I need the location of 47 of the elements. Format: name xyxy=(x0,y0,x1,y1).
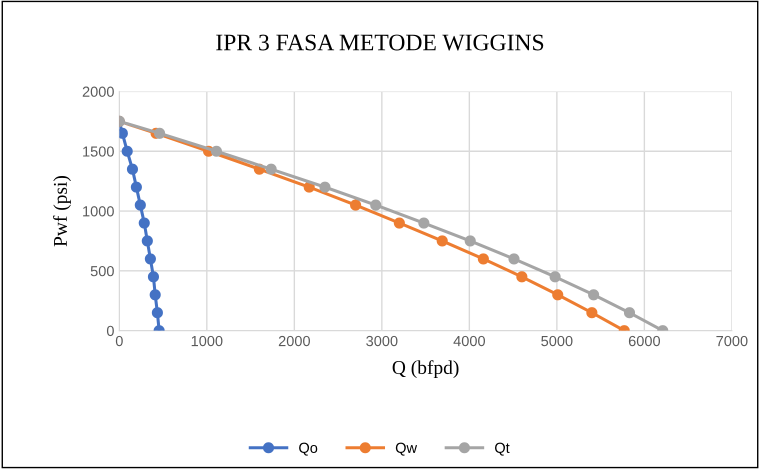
point xyxy=(130,182,142,193)
point xyxy=(152,307,163,318)
point xyxy=(624,307,636,318)
y-tick-label: 0 xyxy=(106,326,114,336)
point xyxy=(148,271,160,282)
point xyxy=(552,289,564,300)
x-tick-label: 0 xyxy=(116,336,123,346)
y-tick-label: 500 xyxy=(90,266,114,276)
point xyxy=(134,200,146,211)
point xyxy=(210,146,222,157)
x-tick-label: 1000 xyxy=(192,336,222,346)
point xyxy=(550,271,561,282)
point xyxy=(436,235,448,247)
point xyxy=(370,200,382,211)
x-tick-label: 7000 xyxy=(716,336,748,346)
x-tick-label: 4000 xyxy=(453,336,486,346)
point xyxy=(586,307,598,318)
point xyxy=(418,217,430,229)
legend-label: Qo xyxy=(299,442,318,456)
point xyxy=(126,164,138,175)
x-tick-label: 3000 xyxy=(366,336,398,346)
point xyxy=(150,289,161,300)
point xyxy=(516,271,528,282)
y-tick-label: 1500 xyxy=(83,146,114,157)
point xyxy=(154,128,166,139)
point xyxy=(144,253,156,264)
point xyxy=(508,253,520,264)
point xyxy=(464,235,476,247)
x-tick-label: 5000 xyxy=(541,336,573,346)
point xyxy=(122,146,133,157)
chart-title: IPR 3 FASA METODE WIGGINS xyxy=(216,34,544,51)
point xyxy=(350,200,362,211)
x-tick-label: 6000 xyxy=(628,336,660,346)
point xyxy=(394,217,405,229)
x-axis-title: Q (bfpd) xyxy=(392,360,458,378)
y-axis-title: Pwf (psi) xyxy=(53,176,71,246)
y-tick-label: 1000 xyxy=(83,206,114,216)
x-tick-label: 2000 xyxy=(278,336,310,346)
point xyxy=(266,164,277,175)
point xyxy=(478,253,489,264)
legend-label: Qw xyxy=(396,442,418,456)
point xyxy=(138,217,150,229)
legend-label: Qt xyxy=(495,442,510,456)
point xyxy=(588,289,600,300)
point xyxy=(142,235,153,247)
y-tick-label: 2000 xyxy=(82,86,114,97)
point xyxy=(319,182,331,193)
